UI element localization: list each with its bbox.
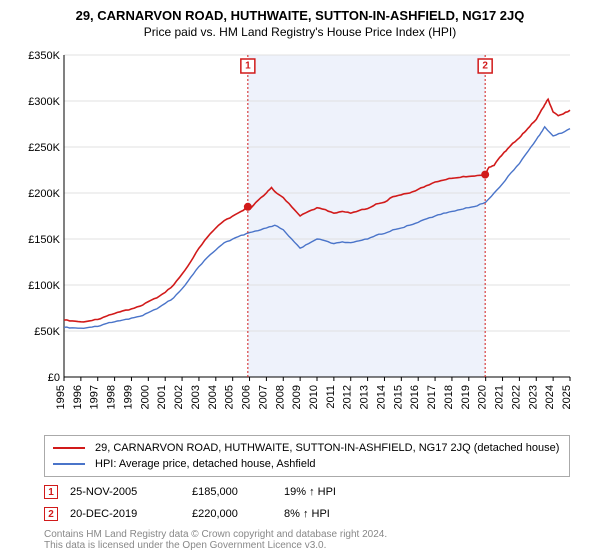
chart-title: 29, CARNARVON ROAD, HUTHWAITE, SUTTON-IN… <box>0 0 600 25</box>
svg-text:2016: 2016 <box>409 385 421 409</box>
svg-text:1996: 1996 <box>72 385 84 409</box>
svg-text:2020: 2020 <box>477 385 489 409</box>
footer: Contains HM Land Registry data © Crown c… <box>44 529 570 551</box>
chart-subtitle: Price paid vs. HM Land Registry's House … <box>0 25 600 47</box>
legend-row: 29, CARNARVON ROAD, HUTHWAITE, SUTTON-IN… <box>53 440 561 456</box>
svg-text:2014: 2014 <box>375 385 387 409</box>
svg-text:£200K: £200K <box>28 188 60 200</box>
chart-container: 29, CARNARVON ROAD, HUTHWAITE, SUTTON-IN… <box>0 0 600 551</box>
svg-text:2018: 2018 <box>443 385 455 409</box>
svg-text:2008: 2008 <box>274 385 286 409</box>
svg-text:1: 1 <box>245 61 251 72</box>
svg-text:2011: 2011 <box>325 385 337 409</box>
sale-price: £220,000 <box>192 508 272 520</box>
svg-text:2019: 2019 <box>460 385 472 409</box>
svg-text:£150K: £150K <box>28 234 60 246</box>
svg-text:2005: 2005 <box>224 385 236 409</box>
svg-text:2007: 2007 <box>257 385 269 409</box>
sale-row: 1 25-NOV-2005 £185,000 19% ↑ HPI <box>44 481 570 503</box>
svg-text:2012: 2012 <box>342 385 354 409</box>
legend-swatch <box>53 447 85 449</box>
svg-text:£0: £0 <box>48 372 60 384</box>
svg-text:1997: 1997 <box>89 385 101 409</box>
svg-text:2022: 2022 <box>510 385 522 409</box>
svg-text:2015: 2015 <box>392 385 404 409</box>
legend-label: HPI: Average price, detached house, Ashf… <box>95 458 316 470</box>
sale-hpi: 19% ↑ HPI <box>284 486 364 498</box>
footer-line-1: Contains HM Land Registry data © Crown c… <box>44 529 570 540</box>
svg-text:2013: 2013 <box>359 385 371 409</box>
sale-marker: 1 <box>44 485 58 499</box>
svg-text:2002: 2002 <box>173 385 185 409</box>
svg-text:2003: 2003 <box>190 385 202 409</box>
svg-text:2024: 2024 <box>544 385 556 409</box>
sale-price: £185,000 <box>192 486 272 498</box>
svg-text:2006: 2006 <box>241 385 253 409</box>
legend-label: 29, CARNARVON ROAD, HUTHWAITE, SUTTON-IN… <box>95 442 559 454</box>
sale-date: 25-NOV-2005 <box>70 486 180 498</box>
svg-text:£350K: £350K <box>28 50 60 62</box>
svg-text:1995: 1995 <box>55 385 67 409</box>
chart-plot: £0 £50K £100K £150K £200K £250K £300K £350K 1995… <box>20 47 580 427</box>
svg-text:2000: 2000 <box>139 385 151 409</box>
svg-text:2023: 2023 <box>527 385 539 409</box>
svg-text:1998: 1998 <box>106 385 118 409</box>
legend-row: HPI: Average price, detached house, Ashf… <box>53 456 561 472</box>
sale-marker: 2 <box>44 507 58 521</box>
svg-text:1999: 1999 <box>122 385 134 409</box>
svg-text:2: 2 <box>482 61 488 72</box>
sale-row: 2 20-DEC-2019 £220,000 8% ↑ HPI <box>44 503 570 525</box>
chart-svg: £0 £50K £100K £150K £200K £250K £300K £350K 1995… <box>20 47 580 427</box>
svg-text:2004: 2004 <box>207 385 219 409</box>
svg-text:2001: 2001 <box>156 385 168 409</box>
svg-text:£300K: £300K <box>28 96 60 108</box>
legend: 29, CARNARVON ROAD, HUTHWAITE, SUTTON-IN… <box>44 435 570 477</box>
svg-text:2025: 2025 <box>561 385 573 409</box>
svg-text:2009: 2009 <box>291 385 303 409</box>
svg-text:2021: 2021 <box>494 385 506 409</box>
svg-text:2017: 2017 <box>426 385 438 409</box>
sales-table: 1 25-NOV-2005 £185,000 19% ↑ HPI 2 20-DEC-201… <box>44 481 570 525</box>
legend-swatch <box>53 463 85 465</box>
svg-text:2010: 2010 <box>308 385 320 409</box>
footer-line-2: This data is licensed under the Open Gov… <box>44 540 570 551</box>
svg-text:£100K: £100K <box>28 280 60 292</box>
sale-hpi: 8% ↑ HPI <box>284 508 364 520</box>
svg-text:£250K: £250K <box>28 142 60 154</box>
sale-date: 20-DEC-2019 <box>70 508 180 520</box>
svg-text:£50K: £50K <box>34 326 60 338</box>
